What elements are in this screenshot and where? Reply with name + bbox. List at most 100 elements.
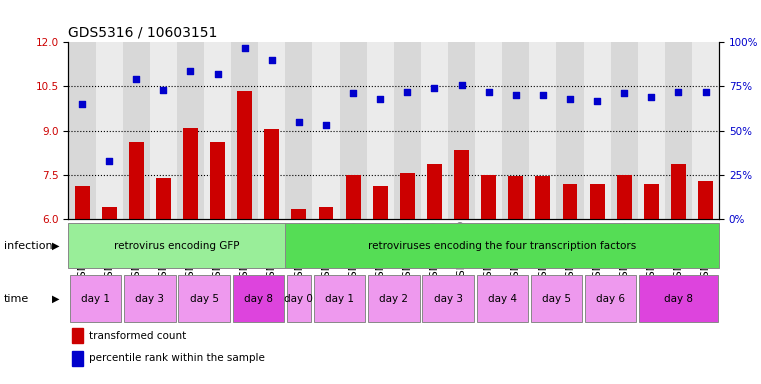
Point [645, 94, 658, 100]
Text: day 2: day 2 [379, 293, 409, 304]
Text: retroviruses encoding the four transcription factors: retroviruses encoding the four transcrip… [368, 241, 636, 251]
Bar [285, 223, 719, 268]
Bar [319, 207, 333, 219]
Bar [530, 42, 556, 219]
Text: ▶: ▶ [52, 293, 59, 304]
Bar [368, 275, 419, 322]
Text: time: time [4, 293, 29, 304]
Bar [183, 127, 198, 219]
Text: retrovirus encoding GFP: retrovirus encoding GFP [114, 241, 240, 251]
Bar [692, 42, 719, 219]
Bar [698, 180, 713, 219]
Bar [454, 150, 469, 219]
Bar [339, 42, 367, 219]
Text: infection: infection [4, 241, 53, 251]
Bar [400, 173, 415, 219]
Bar [178, 275, 230, 322]
Bar [421, 42, 448, 219]
Point [510, 92, 522, 98]
Bar [287, 275, 311, 322]
Point [158, 87, 170, 93]
Bar [448, 42, 475, 219]
Bar [123, 42, 150, 219]
Bar [562, 184, 578, 219]
Point [673, 89, 685, 95]
Point [618, 90, 630, 96]
Point [374, 96, 387, 102]
Bar [617, 175, 632, 219]
Bar [72, 328, 84, 343]
Bar [285, 42, 313, 219]
Point [456, 81, 468, 88]
Bar [210, 142, 225, 219]
Point [320, 122, 332, 128]
Point [76, 101, 88, 107]
Bar [70, 275, 121, 322]
Bar [345, 175, 361, 219]
Point [482, 89, 495, 95]
Bar [590, 184, 604, 219]
Text: day 6: day 6 [596, 293, 626, 304]
Bar [610, 42, 638, 219]
Bar [204, 42, 231, 219]
Bar [150, 42, 177, 219]
Bar [124, 275, 176, 322]
Text: transformed count: transformed count [89, 331, 186, 341]
Point [428, 85, 441, 91]
Bar [313, 42, 339, 219]
Bar [264, 129, 279, 219]
Bar [102, 207, 116, 219]
Point [347, 90, 359, 96]
Bar [422, 275, 474, 322]
Bar [68, 223, 285, 268]
Bar [671, 164, 686, 219]
Bar [373, 187, 387, 219]
Text: GDS5316 / 10603151: GDS5316 / 10603151 [68, 26, 218, 40]
Bar [644, 184, 659, 219]
Point [591, 98, 603, 104]
Bar [476, 275, 528, 322]
Text: percentile rank within the sample: percentile rank within the sample [89, 353, 265, 363]
Text: day 0: day 0 [285, 293, 314, 304]
Bar [75, 187, 90, 219]
Text: day 5: day 5 [189, 293, 218, 304]
Bar [68, 42, 96, 219]
Text: day 3: day 3 [434, 293, 463, 304]
Bar [177, 42, 204, 219]
Bar [639, 275, 718, 322]
Text: day 8: day 8 [244, 293, 272, 304]
Bar [314, 275, 365, 322]
Bar [638, 42, 665, 219]
Text: day 3: day 3 [135, 293, 164, 304]
Bar [258, 42, 285, 219]
Bar [475, 42, 502, 219]
Bar [233, 275, 284, 322]
Point [239, 45, 251, 51]
Point [564, 96, 576, 102]
Bar [72, 351, 84, 366]
Bar [96, 42, 123, 219]
Bar [665, 42, 692, 219]
Bar [481, 175, 496, 219]
Text: ▶: ▶ [52, 241, 59, 251]
Bar [502, 42, 530, 219]
Bar [394, 42, 421, 219]
Point [130, 76, 142, 83]
Point [266, 57, 278, 63]
Bar [129, 142, 144, 219]
Bar [556, 42, 584, 219]
Bar [156, 178, 170, 219]
Text: day 5: day 5 [542, 293, 571, 304]
Bar [291, 209, 307, 219]
Bar [367, 42, 394, 219]
Bar [231, 42, 258, 219]
Point [184, 68, 196, 74]
Text: day 4: day 4 [488, 293, 517, 304]
Bar [530, 275, 582, 322]
Text: day 1: day 1 [325, 293, 354, 304]
Bar [237, 91, 252, 219]
Point [212, 71, 224, 77]
Point [293, 119, 305, 125]
Point [103, 157, 115, 164]
Text: day 1: day 1 [81, 293, 110, 304]
